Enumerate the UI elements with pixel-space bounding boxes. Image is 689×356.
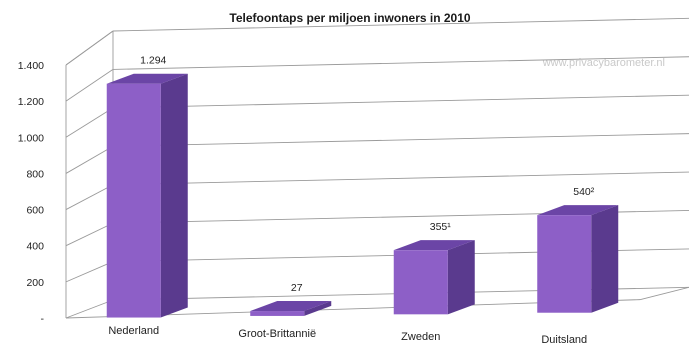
gridline xyxy=(112,17,689,32)
gridline-depth xyxy=(65,107,114,138)
chart-title: Telefoontaps per miljoen inwoners in 201… xyxy=(229,11,470,25)
bar-side-face xyxy=(304,301,332,316)
bar-top-face xyxy=(106,73,188,84)
data-labels: 1.294 27 355¹ 540² xyxy=(140,55,595,294)
y-tick-label: 600 xyxy=(26,205,44,217)
bars xyxy=(106,73,619,318)
y-tick-label: 400 xyxy=(26,241,44,253)
y-tick-label: 200 xyxy=(26,277,44,289)
gridline-depth xyxy=(65,184,114,210)
gridline-depth xyxy=(65,69,114,102)
bar-top-face xyxy=(250,301,332,312)
bar-side-face xyxy=(447,240,475,315)
bar-nederland xyxy=(106,73,188,318)
gridline xyxy=(112,171,689,186)
x-category-label: Duitsland xyxy=(541,334,587,346)
floor-right-edge xyxy=(639,286,689,301)
gridline xyxy=(112,94,689,109)
gridline xyxy=(112,133,689,147)
bar-top-face xyxy=(393,240,475,251)
data-label: 27 xyxy=(291,282,303,294)
bar-front-face xyxy=(393,250,448,315)
data-label: 355¹ xyxy=(430,221,452,233)
y-tick-label: 1.000 xyxy=(18,132,44,144)
x-category-label: Nederland xyxy=(108,325,159,337)
bar-top-face xyxy=(537,205,619,216)
gridline xyxy=(112,56,689,70)
gridline-depth xyxy=(65,299,114,319)
gridline-depth xyxy=(65,222,114,247)
x-axis-categories: Nederland Groot-Brittannië Zweden Duitsland xyxy=(108,325,587,346)
gridline-depth xyxy=(65,30,114,66)
gridline-depth xyxy=(65,261,114,283)
y-tick-label: 1.400 xyxy=(18,60,44,72)
data-label: 1.294 xyxy=(140,55,166,67)
x-category-label: Zweden xyxy=(401,331,440,343)
bar-zweden xyxy=(393,240,475,315)
x-category-label: Groot-Brittannië xyxy=(238,328,316,340)
bar-duitsland xyxy=(537,205,619,313)
y-tick-label: 1.200 xyxy=(18,96,44,108)
bar-side-face xyxy=(591,205,619,313)
y-tick-label: - xyxy=(41,313,45,325)
bar-side-face xyxy=(160,73,188,318)
bar-front-face xyxy=(106,83,161,318)
bar-front-face xyxy=(250,311,305,316)
gridline-depth xyxy=(65,145,114,174)
y-axis-ticks: - 200 400 600 800 1.000 1.200 1.400 xyxy=(18,60,45,325)
data-label: 540² xyxy=(573,186,595,198)
y-tick-label: 800 xyxy=(26,168,44,180)
watermark-text: www.privacybarometer.nl xyxy=(542,57,665,69)
bar-front-face xyxy=(537,215,592,313)
bar-groot-brittanni- xyxy=(250,301,332,316)
